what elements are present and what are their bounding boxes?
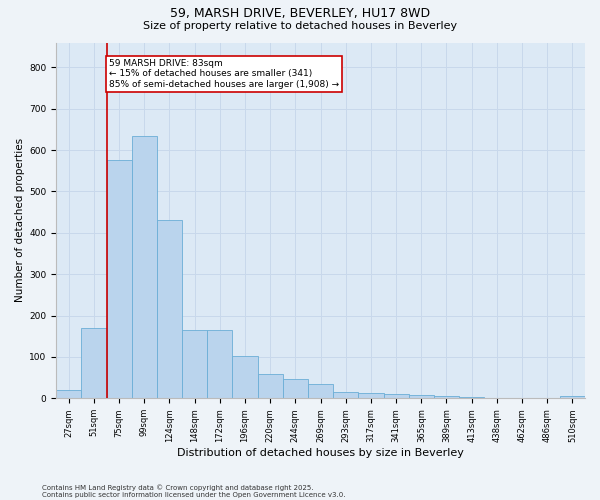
Text: Size of property relative to detached houses in Beverley: Size of property relative to detached ho… (143, 21, 457, 31)
Bar (333, 392, 358, 398)
Bar (82, 328, 107, 398)
Bar (232, 356, 257, 399)
Text: Contains HM Land Registry data © Crown copyright and database right 2025.: Contains HM Land Registry data © Crown c… (42, 484, 314, 491)
Bar (131, 136, 157, 398)
Bar (560, 396, 585, 398)
Bar (434, 396, 459, 398)
Bar (283, 379, 308, 398)
Text: 59, MARSH DRIVE, BEVERLEY, HU17 8WD: 59, MARSH DRIVE, BEVERLEY, HU17 8WD (170, 8, 430, 20)
Bar (157, 220, 182, 398)
Bar (308, 384, 333, 398)
Bar (383, 394, 409, 398)
Text: 59 MARSH DRIVE: 83sqm
← 15% of detached houses are smaller (341)
85% of semi-det: 59 MARSH DRIVE: 83sqm ← 15% of detached … (109, 59, 339, 89)
Text: Contains public sector information licensed under the Open Government Licence v3: Contains public sector information licen… (42, 492, 346, 498)
Bar (358, 394, 383, 398)
Y-axis label: Number of detached properties: Number of detached properties (15, 138, 25, 302)
Bar (459, 396, 484, 398)
Bar (107, 160, 131, 398)
Bar (207, 330, 232, 398)
Bar (257, 374, 283, 398)
X-axis label: Distribution of detached houses by size in Beverley: Distribution of detached houses by size … (177, 448, 464, 458)
Bar (409, 395, 434, 398)
Bar (56, 390, 82, 398)
Bar (182, 330, 207, 398)
